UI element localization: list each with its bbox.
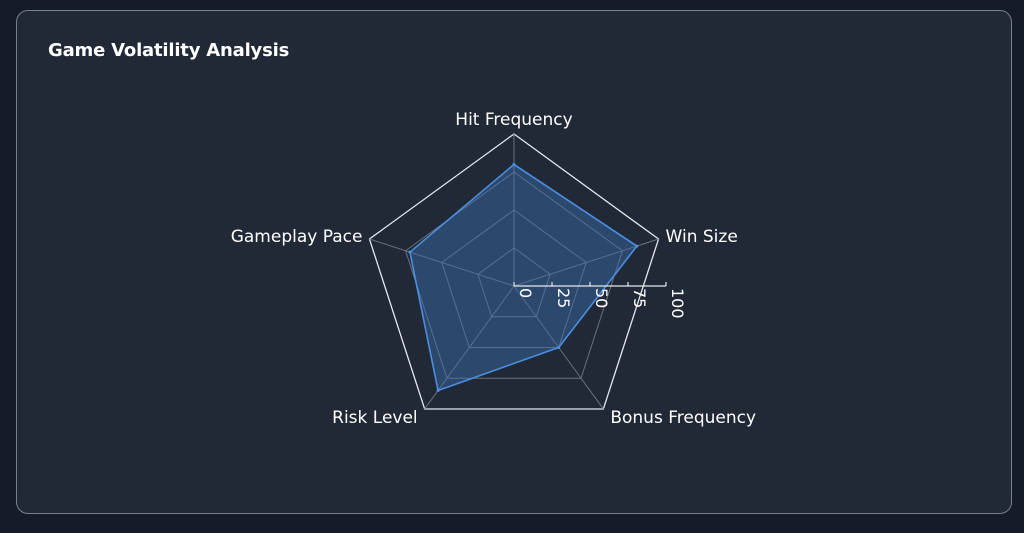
series-point[interactable]	[635, 244, 639, 248]
series-point[interactable]	[436, 389, 440, 393]
radar-axis-labels: Hit Frequency Win Size Bonus Frequency Risk…	[231, 110, 756, 428]
series-point[interactable]	[512, 162, 516, 166]
axis-label: Gameplay Pace	[231, 227, 363, 247]
grid-ring-100	[368, 133, 660, 410]
radar-scale: 0 25 50 75 100	[513, 282, 687, 319]
axis-label: Win Size	[666, 227, 738, 247]
spoke-line	[424, 285, 515, 410]
chart-title: Game Volatility Analysis	[48, 40, 290, 61]
scale-tick-label: 100	[668, 288, 687, 319]
scale-tick-label: 75	[630, 288, 649, 308]
scale-tick-label: 50	[592, 288, 611, 308]
spoke-line	[369, 238, 515, 287]
series-point[interactable]	[557, 345, 561, 349]
radar-series	[408, 162, 639, 393]
scale-tick-label: 0	[516, 288, 535, 298]
series-area	[409, 163, 638, 392]
series-point[interactable]	[408, 250, 412, 254]
axis-label: Bonus Frequency	[610, 408, 756, 428]
grid-ring-25	[477, 247, 551, 318]
axis-label: Risk Level	[332, 408, 418, 428]
axis-label: Hit Frequency	[455, 110, 572, 130]
scale-tick-label: 25	[554, 288, 573, 308]
grid-ring-50	[441, 209, 587, 348]
grid-ring-75	[404, 171, 624, 379]
spoke-line	[513, 238, 659, 287]
